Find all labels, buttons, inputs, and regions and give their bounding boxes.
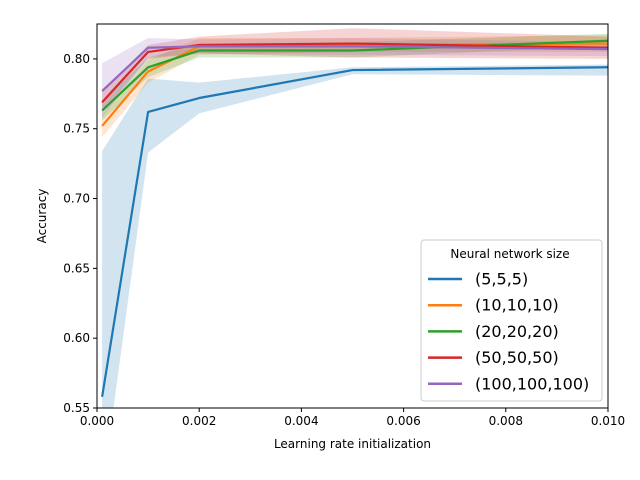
series-lines — [101, 39, 608, 398]
y-axis-label: Accuracy — [35, 189, 49, 244]
y-tick-label: 0.60 — [63, 331, 90, 345]
legend-title: Neural network size — [450, 247, 569, 261]
y-tick-label: 0.70 — [63, 192, 90, 206]
x-tick-label: 0.002 — [182, 414, 216, 428]
x-tick-label: 0.000 — [80, 414, 114, 428]
y-tick-label: 0.80 — [63, 52, 90, 66]
x-tick-label: 0.006 — [386, 414, 420, 428]
legend-label: (20,20,20) — [475, 322, 559, 341]
x-axis: 0.000 0.002 0.004 0.006 0.008 0.010 — [80, 408, 625, 428]
legend: Neural network size (5,5,5) (10,10,10) (20… — [420, 239, 603, 402]
confidence-band — [102, 33, 608, 121]
confidence-band — [102, 64, 608, 408]
confidence-band — [102, 35, 608, 138]
y-tick-label: 0.55 — [63, 401, 90, 415]
x-axis-label: Learning rate initialization — [274, 437, 431, 451]
x-tick-label: 0.008 — [489, 414, 523, 428]
legend-label: (10,10,10) — [475, 296, 559, 315]
legend-label: (50,50,50) — [475, 348, 559, 367]
y-tick-label: 0.75 — [63, 122, 90, 136]
series-line — [101, 45, 608, 92]
axes-frame — [96, 23, 609, 409]
series-line — [101, 42, 608, 103]
confidence-band — [102, 28, 608, 112]
legend-box — [420, 239, 603, 402]
series-line — [101, 66, 608, 398]
y-axis: 0.55 0.60 0.65 0.70 0.75 0.80 — [63, 52, 97, 415]
x-tick-label: 0.004 — [284, 414, 318, 428]
legend-label: (5,5,5) — [475, 270, 528, 289]
legend-label: (100,100,100) — [475, 374, 589, 393]
x-tick-label: 0.010 — [591, 414, 625, 428]
y-tick-label: 0.65 — [63, 261, 90, 275]
